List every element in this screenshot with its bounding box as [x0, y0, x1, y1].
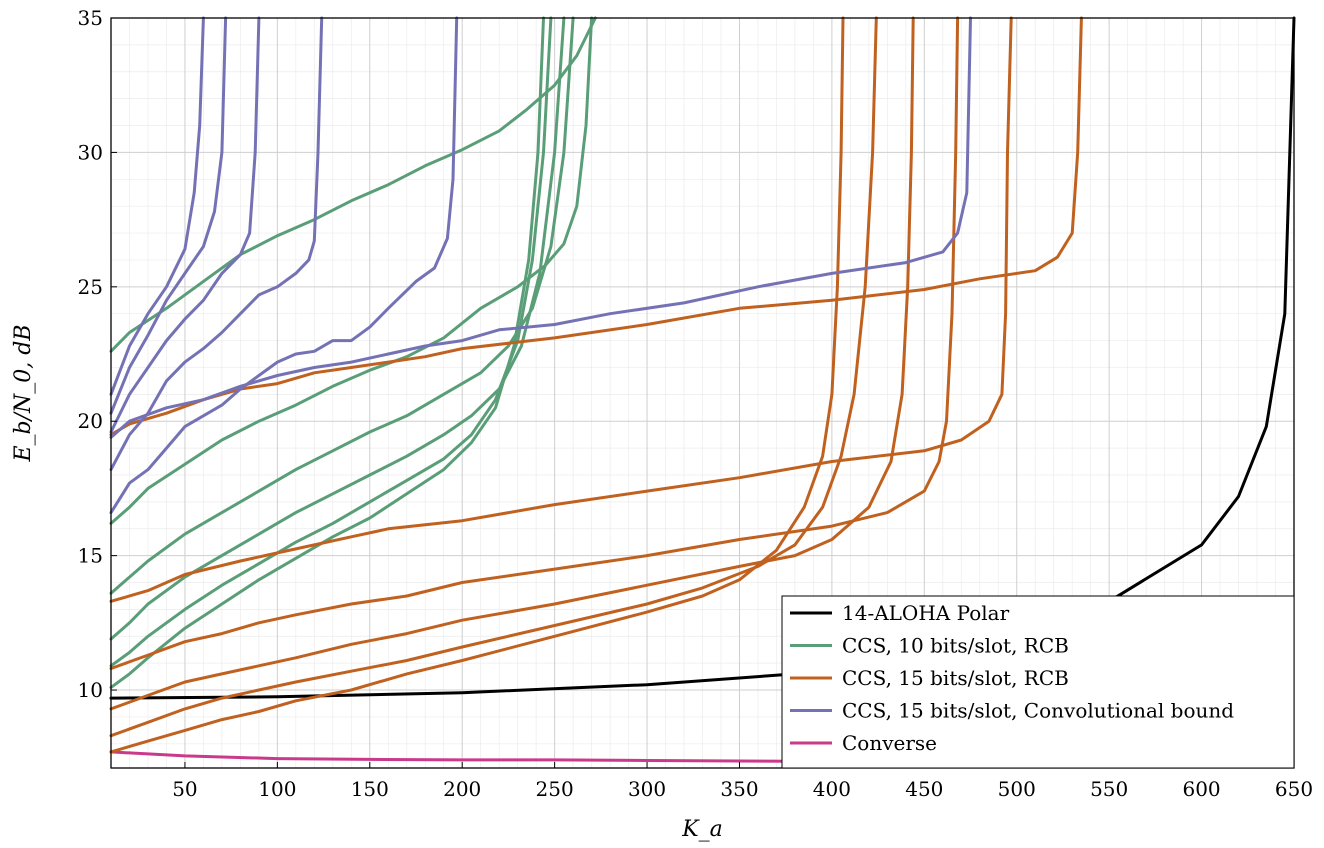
- y-tick-label: 15: [78, 544, 103, 568]
- series-line-14: [109, 16, 972, 439]
- x-tick-label: 200: [443, 777, 481, 801]
- series-line-18: [109, 16, 228, 415]
- x-tick-label: 150: [351, 777, 389, 801]
- legend-box: [781, 595, 1295, 769]
- x-tick-label: 250: [536, 777, 574, 801]
- ticks: 50 100 150 200 250 300 350 400 450 500 550 600 650 10…: [78, 6, 1314, 801]
- series-line-17: [109, 16, 261, 434]
- x-tick-label: 300: [628, 777, 666, 801]
- legend-label-4: Converse: [842, 731, 937, 755]
- x-tick-label: 50: [172, 777, 197, 801]
- x-axis-label-main: K_a: [681, 817, 723, 842]
- x-tick-label: 550: [1090, 777, 1128, 801]
- y-tick-label: 10: [78, 678, 103, 702]
- x-tick-label: 600: [1182, 777, 1220, 801]
- x-tick-label: 450: [905, 777, 943, 801]
- series-line-5: [109, 16, 566, 641]
- x-tick-label: 350: [720, 777, 758, 801]
- series-line-13: [109, 16, 845, 754]
- series-line-6: [109, 16, 553, 668]
- series-line-7: [109, 16, 545, 689]
- x-tick-label: 650: [1275, 777, 1313, 801]
- x-tick-label: 500: [998, 777, 1036, 801]
- series-line-4: [109, 16, 575, 595]
- y-tick-label: 20: [78, 409, 103, 433]
- series-line-12: [109, 16, 878, 738]
- series-line-9: [109, 16, 1013, 603]
- series-line-10: [109, 16, 960, 670]
- legend-label-0: 14-ALOHA Polar: [842, 601, 1010, 625]
- y-axis-label: E_b/N_0, dB: [11, 324, 36, 462]
- series-line-15: [109, 16, 459, 515]
- plot-frame: [110, 17, 1295, 769]
- series-line-19: [109, 16, 205, 396]
- legend-label-1: CCS, 10 bits/slot, RCB: [842, 634, 1069, 658]
- x-tick-label: 100: [258, 777, 296, 801]
- y-tick-label: 30: [78, 140, 103, 164]
- series-layer: [109, 16, 1296, 763]
- series-line-1: [109, 750, 797, 763]
- series-line-16: [109, 16, 324, 472]
- series-line-11: [109, 16, 915, 711]
- legend-label-3: CCS, 15 bits/slot, Convolutional bound: [842, 699, 1234, 723]
- x-tick-label: 400: [813, 777, 851, 801]
- legend: 14-ALOHA Polar CCS, 10 bits/slot, RCB CCS,…: [781, 595, 1295, 769]
- y-tick-label: 35: [78, 6, 103, 30]
- legend-label-2: CCS, 15 bits/slot, RCB: [842, 666, 1069, 690]
- y-tick-label: 25: [78, 275, 103, 299]
- x-axis-label: K_a: [681, 817, 723, 842]
